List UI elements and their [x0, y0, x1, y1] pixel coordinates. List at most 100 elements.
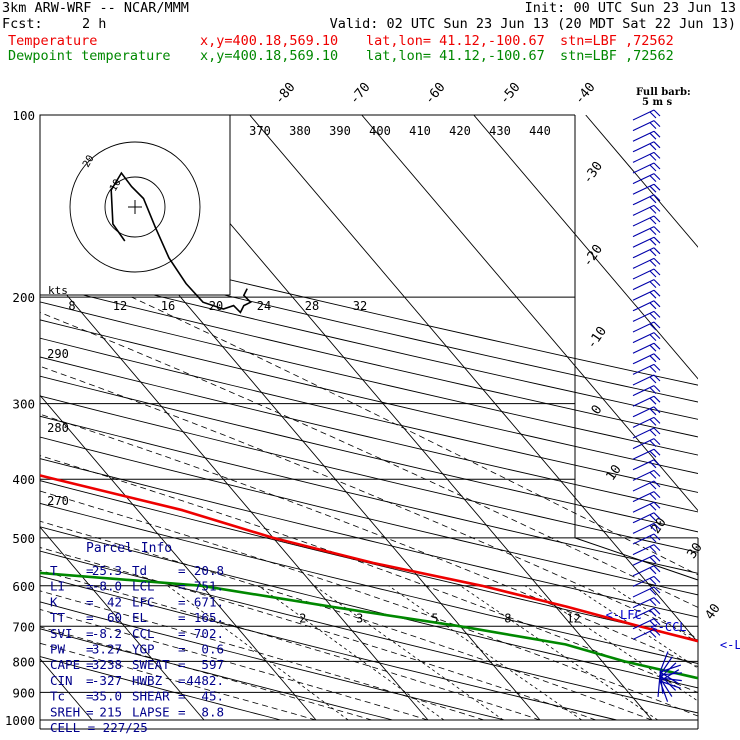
parcel-row-value: 751.	[194, 579, 224, 594]
wind-barb	[653, 311, 661, 318]
dewpoint-latlon: lat,lon= 41.12,-100.67	[366, 48, 545, 64]
parcel-row-value: 165.	[194, 610, 224, 625]
wind-barb	[649, 122, 657, 129]
wind-barbs: Full barb:5 m s	[632, 87, 691, 702]
wind-barb	[653, 226, 661, 233]
wind-barb	[653, 607, 661, 615]
wind-barb	[653, 618, 661, 626]
wind-barb	[653, 130, 661, 138]
isotherm-label: -80	[272, 80, 299, 108]
pressure-label: 500	[12, 531, 35, 546]
model-title: 3km ARW-WRF -- NCAR/MMM	[2, 0, 189, 16]
parcel-row-label: LFC	[132, 594, 155, 609]
parcel-row-label: SWEAT	[132, 657, 170, 672]
wind-barb	[653, 141, 661, 149]
wind-barb	[632, 310, 655, 322]
moist-adiabat-line	[40, 520, 653, 721]
wind-barb	[653, 406, 661, 414]
wind-barb	[653, 289, 661, 297]
parcel-row-label: CIN	[50, 673, 73, 688]
wind-barb	[632, 618, 655, 630]
valid-time: Valid: 02 UTC Sun 23 Jun 13 (20 MDT Sat …	[329, 16, 736, 32]
wind-barb	[649, 631, 657, 638]
wind-barb	[632, 533, 655, 545]
hodograph-trace	[110, 171, 252, 314]
parcel-row-label: T	[50, 563, 58, 578]
wind-barb	[653, 629, 661, 636]
wind-barb	[649, 238, 657, 246]
dry-adiabat-line	[40, 575, 617, 721]
wind-barb	[653, 215, 661, 223]
wind-speed-label: 8	[68, 299, 75, 313]
wind-barb	[649, 366, 657, 373]
wind-barb	[649, 302, 657, 310]
mixing-ratio-label: 5	[431, 612, 438, 626]
pressure-label: 800	[12, 654, 35, 669]
wind-barb	[653, 173, 661, 180]
wind-barb	[649, 620, 657, 628]
wind-barb	[649, 260, 657, 267]
temperature-legend: Temperature	[8, 33, 98, 49]
wind-barb	[653, 247, 661, 255]
wind-barb	[653, 321, 661, 329]
header: 3km ARW-WRF -- NCAR/MMM Init: 00 UTC Sun…	[0, 0, 740, 70]
parcel-row-label: HWBZ	[132, 673, 163, 688]
pressure-label: 1000	[5, 713, 35, 728]
wind-barb	[649, 588, 657, 596]
isotherm-label: 10	[603, 462, 624, 483]
isotherm-label: 40	[702, 601, 723, 622]
wind-barb	[653, 236, 661, 244]
wind-barb	[653, 512, 661, 520]
hodograph-unit-label: kts	[48, 284, 68, 297]
wind-barb	[649, 291, 657, 299]
wind-speed-label: 16	[161, 299, 175, 313]
parcel-row-equals: =	[178, 642, 186, 657]
wind-barb	[649, 387, 657, 394]
wind-barb	[649, 323, 657, 331]
wind-barb	[649, 143, 657, 151]
parcel-row-label: Tc	[50, 689, 65, 704]
wind-barb	[632, 586, 655, 598]
dry-adiabat-line	[40, 502, 698, 665]
wind-barb	[649, 397, 657, 405]
wind-panel-subtitle: 5 m s	[642, 97, 673, 108]
wind-barb	[632, 374, 655, 386]
pressure-label: 100	[12, 108, 35, 123]
wind-barb	[649, 334, 657, 341]
parcel-row-value: 597	[201, 657, 224, 672]
parcel-row-value: 42	[107, 594, 122, 609]
isotherm-line	[40, 262, 429, 721]
wind-barb	[632, 512, 655, 524]
mixing-ratio-label: 2	[299, 612, 306, 626]
hodograph-ring-outer	[69, 141, 201, 273]
parcel-row-value: 35.0	[92, 689, 122, 704]
dewpoint-profile	[40, 571, 698, 680]
wind-barb	[653, 162, 661, 170]
wind-barb	[632, 342, 655, 354]
init-time: Init: 00 UTC Sun 23 Jun 13	[524, 0, 736, 16]
wind-barb	[632, 448, 655, 460]
isotherm-line	[361, 115, 698, 512]
isotherm-line	[473, 115, 698, 380]
wind-barb	[649, 185, 657, 193]
parcel-row-label: PW	[50, 642, 66, 657]
parcel-row-value: 8.8	[201, 704, 224, 719]
isotherm-label: 30	[684, 540, 705, 561]
wind-barb-cluster	[659, 669, 680, 682]
wind-barb	[653, 109, 661, 117]
parcel-row-equals: =	[86, 642, 94, 657]
wind-barb	[653, 597, 661, 604]
theta-label: 370	[249, 124, 271, 138]
theta-label: 410	[409, 124, 431, 138]
wind-barb	[632, 501, 655, 513]
wind-barb	[649, 472, 657, 479]
parcel-row-equals: =	[178, 563, 186, 578]
parcel-row-value: -327	[92, 673, 122, 688]
parcel-row-value: 4482.	[186, 673, 224, 688]
theta-label: 290	[47, 347, 69, 361]
parcel-row-equals: =	[178, 657, 186, 672]
wind-barb	[653, 120, 661, 127]
parcel-row-equals: =	[86, 657, 94, 672]
wind-barb	[653, 586, 661, 594]
